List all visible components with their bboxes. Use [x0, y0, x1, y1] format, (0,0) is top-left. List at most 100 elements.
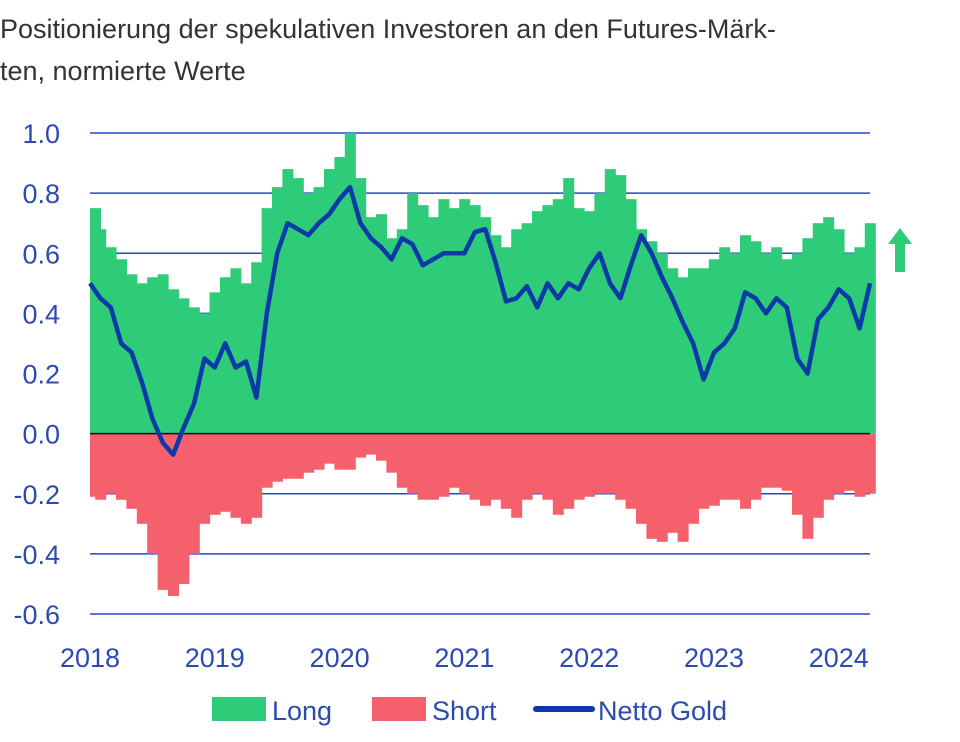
long-bar [833, 229, 845, 434]
long-bar [334, 157, 346, 434]
long-bar [251, 262, 263, 434]
long-bar [750, 241, 762, 434]
long-bar [708, 259, 720, 434]
short-bar [532, 433, 543, 494]
short-bar [833, 433, 845, 494]
long-bar [573, 208, 585, 434]
y-tick-label: -0.6 [13, 600, 60, 630]
short-bar [344, 433, 356, 470]
short-bar [781, 433, 793, 491]
short-bar [594, 433, 606, 494]
long-bar [157, 274, 169, 434]
long-bar [417, 205, 429, 434]
long-bar [344, 133, 356, 434]
chart-title: Positionierung der spekulativen Investor… [0, 8, 930, 92]
x-tick-label: 2019 [185, 643, 245, 673]
long-bar [792, 253, 803, 434]
x-tick-label: 2018 [60, 643, 120, 673]
title-line-1: Positionierung der spekulativen Investor… [0, 14, 776, 44]
long-bar [656, 253, 668, 434]
long-bar [448, 208, 460, 434]
short-bar [854, 433, 866, 497]
y-tick-label: 0.8 [22, 179, 60, 209]
short-bar [646, 433, 658, 539]
short-bar [656, 433, 668, 542]
y-tick-label: -0.4 [13, 540, 60, 570]
short-bar [552, 433, 564, 515]
long-bar [178, 298, 190, 434]
y-tick-label: 0.4 [22, 299, 60, 329]
long-bar [625, 199, 637, 434]
short-bar [292, 433, 304, 479]
short-bar [563, 433, 575, 509]
legend-label-long: Long [272, 696, 332, 726]
long-bar [355, 178, 367, 434]
long-bar [95, 229, 107, 434]
short-bar [729, 433, 741, 500]
long-bar [563, 178, 575, 434]
y-tick-label: -0.2 [13, 480, 60, 510]
short-bar [480, 433, 491, 506]
long-bar [677, 277, 689, 434]
long-bar [438, 199, 450, 434]
netto-gold-series [88, 184, 873, 457]
short-bar [334, 433, 346, 470]
long-bar [230, 268, 242, 434]
long-bar [542, 205, 554, 434]
long-bar [552, 199, 564, 434]
y-tick-label: 1.0 [22, 119, 60, 149]
short-bar [615, 433, 627, 500]
up-arrow-icon [888, 228, 912, 272]
y-tick-label: 0.6 [22, 239, 60, 269]
x-tick-label: 2021 [434, 643, 494, 673]
short-bar [136, 433, 148, 524]
short-bar [199, 433, 211, 524]
long-bar [604, 169, 616, 434]
long-bar [469, 205, 481, 434]
long-bar [781, 259, 793, 434]
long-bar [532, 211, 543, 434]
long-bar [636, 229, 647, 434]
long-bar [313, 187, 325, 434]
long-bar [136, 283, 148, 434]
short-bar [490, 433, 502, 500]
long-bar [386, 238, 398, 434]
long-bar [428, 217, 439, 434]
short-bar [324, 433, 335, 464]
short-bar [428, 433, 439, 500]
short-bar [584, 433, 595, 497]
long-bar [324, 169, 335, 434]
x-axis-ticks: 2018 2019 2020 2021 2022 2023 2024 [60, 643, 869, 673]
y-tick-label: 0.0 [22, 420, 60, 450]
long-bar [698, 268, 710, 434]
short-bar [116, 433, 127, 500]
short-bar [376, 433, 387, 461]
short-bar [521, 433, 533, 500]
short-bar [220, 433, 231, 512]
legend: Long Short Netto Gold [212, 696, 727, 726]
long-bar [521, 223, 533, 434]
short-bar [792, 433, 803, 515]
short-bar [365, 433, 377, 455]
long-bar [272, 187, 283, 434]
short-bar [625, 433, 637, 509]
legend-label-short: Short [432, 696, 497, 726]
short-bar [261, 433, 273, 488]
short-bar [740, 433, 751, 509]
long-bar [854, 247, 866, 434]
long-bar [365, 217, 377, 434]
x-tick-label: 2024 [809, 643, 869, 673]
short-bar [844, 433, 855, 491]
long-bar [407, 193, 419, 434]
short-bar [511, 433, 523, 518]
short-bar [771, 433, 783, 488]
long-bar [199, 313, 211, 434]
short-bar [500, 433, 512, 509]
short-bar [573, 433, 585, 500]
long-bar [771, 247, 783, 434]
short-bar [355, 433, 367, 458]
short-bar [188, 433, 200, 554]
short-bar [719, 433, 731, 500]
long-bar [594, 193, 606, 434]
